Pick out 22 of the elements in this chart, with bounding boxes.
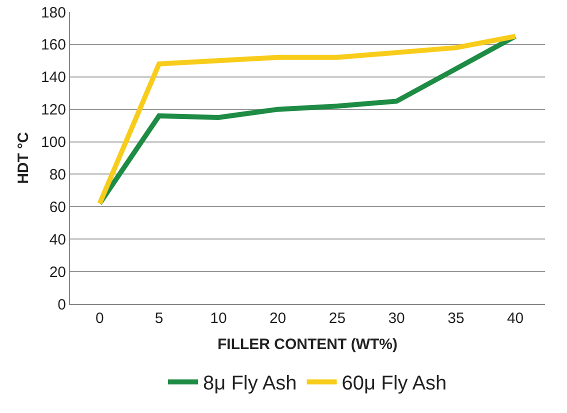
- x-tick-label: 20: [269, 310, 286, 327]
- x-tick-label: 30: [388, 310, 405, 327]
- y-tick-label: 140: [40, 69, 66, 86]
- y-tick-label: 80: [49, 166, 66, 184]
- x-tick-label: 10: [210, 310, 227, 327]
- x-tick-label: 5: [154, 310, 164, 327]
- y-tick-label: 100: [40, 134, 66, 152]
- y-tick-label: 20: [49, 264, 66, 281]
- y-tick-label: 180: [40, 4, 66, 22]
- y-tick-label: 120: [40, 102, 66, 119]
- x-axis-title: FILLER CONTENT (WT%): [218, 336, 398, 353]
- y-tick-label: 0: [58, 296, 66, 314]
- y-tick-label: 160: [40, 36, 66, 54]
- x-tick-label: 40: [506, 310, 524, 327]
- y-axis-title: HDT °C: [15, 132, 32, 184]
- x-tick-label: 25: [328, 310, 346, 327]
- y-tick-label: 60: [49, 198, 66, 216]
- legend-label: 60μ Fly Ash: [342, 372, 447, 395]
- x-tick-label: 35: [448, 310, 464, 327]
- legend-label: 8μ Fly Ash: [203, 372, 297, 395]
- x-tick-label: 0: [96, 310, 104, 327]
- y-tick-label: 40: [49, 231, 66, 248]
